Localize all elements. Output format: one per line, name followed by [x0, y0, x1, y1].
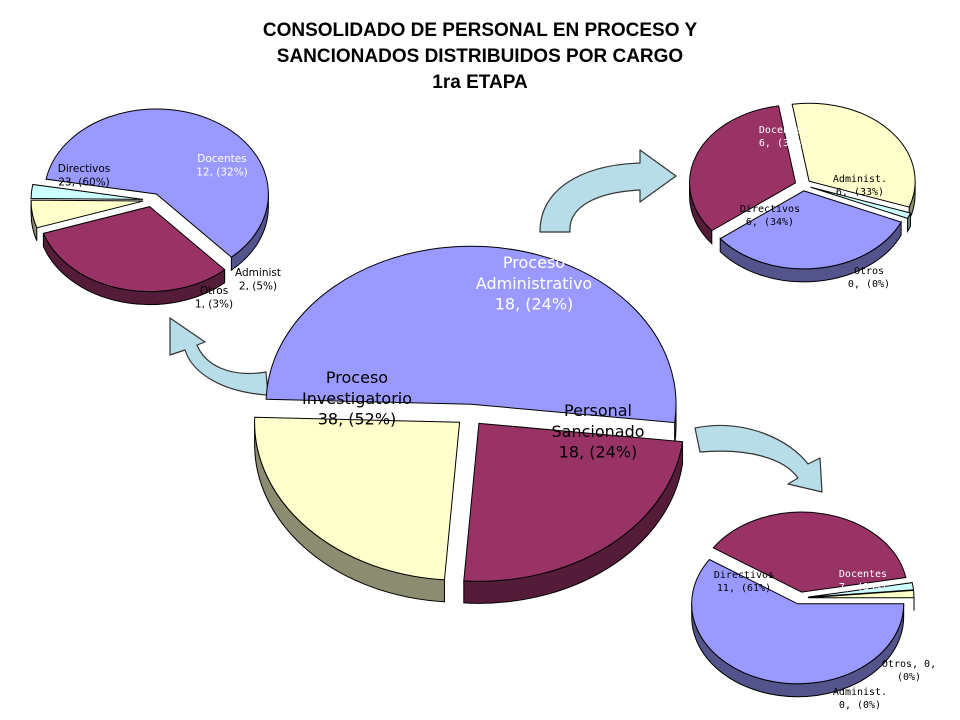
chart-title: CONSOLIDADO DE PERSONAL EN PROCESO Y SAN… [0, 18, 960, 96]
label-line: 0, (0%) [839, 700, 881, 711]
pie-main: Proceso Investigatorio 38, (52%) Proceso Adm… [254, 245, 684, 604]
data-label-administ: Administ 2, (5%) [235, 267, 281, 293]
slice-top [265, 245, 677, 424]
data-label-proceso-administrativo: Proceso Administrativo 18, (24%) [476, 253, 592, 314]
data-label-proceso-investigatorio: Proceso Investigatorio 38, (52%) [302, 368, 412, 429]
label-line: Administ. [833, 174, 887, 185]
slice-top [807, 589, 915, 599]
label-line: 1, (3%) [195, 299, 233, 311]
data-label-otros: Otros 0, (0%) [848, 266, 890, 290]
slice-personal-sancionado [254, 416, 461, 603]
label-line: 0, (0%) [848, 279, 890, 290]
slice-top [791, 102, 916, 208]
slice-top [810, 186, 912, 220]
label-line: Personal [564, 401, 632, 420]
label-line: Docentes [197, 153, 246, 165]
label-line: 6, (33%) [759, 138, 807, 149]
label-line: 6, (33%) [836, 187, 884, 198]
label-line: Administ. [833, 687, 887, 698]
slice-docentes [689, 105, 797, 245]
data-label-directivos: Directivos 11, (61%) [714, 570, 774, 594]
slice-top [689, 105, 797, 232]
slice-directivos [691, 558, 905, 698]
data-label-docentes: Docentes 12, (32%) [196, 153, 248, 179]
slice-docentes [712, 511, 907, 593]
slice-administ- [807, 589, 915, 611]
title-line-2: SANCIONADOS DISTRIBUIDOS POR CARGO [276, 46, 684, 67]
label-line: Administ [235, 267, 281, 279]
label-line: Directivos [740, 204, 800, 215]
title-line-3: 1ra ETAPA [432, 72, 528, 93]
slice-administ- [791, 102, 916, 221]
label-line: 38, (52%) [318, 410, 397, 429]
slice-top [719, 190, 902, 270]
label-line: 2, (5%) [239, 281, 277, 293]
data-label-otros: Otros, 0, (0%) [882, 659, 936, 683]
title-line-1: CONSOLIDADO DE PERSONAL EN PROCESO Y [262, 20, 698, 41]
slice-directivos [45, 108, 269, 272]
slice-top [30, 183, 144, 200]
slice-otros [807, 582, 915, 598]
slice-top [807, 582, 915, 598]
arrow-to-sancionado-icon [694, 424, 823, 493]
slice-administ [30, 199, 144, 242]
label-line: Investigatorio [302, 389, 412, 408]
slice-top [254, 416, 461, 581]
slice-directivos [719, 190, 902, 283]
label-line: 23, (60%) [58, 177, 110, 189]
label-line: Proceso [326, 368, 388, 387]
slice-top [42, 206, 226, 293]
label-line: Directivos [714, 570, 774, 581]
slice-otros [810, 186, 912, 234]
label-line: 18, (24%) [495, 295, 574, 314]
label-line: Sancionado [551, 422, 644, 441]
pie-sancionado: Directivos 11, (61%) Docentes 7, (39%) Otros… [691, 511, 936, 711]
slice-docentes [42, 206, 226, 306]
data-label-directivos: Directivos 23, (60%) [58, 163, 110, 189]
label-line: 7, (39%) [839, 582, 887, 593]
label-line: Administrativo [476, 274, 592, 293]
slice-top [30, 199, 144, 229]
data-label-administ-: Administ. 0, (0%) [833, 687, 887, 711]
label-line: 6, (34%) [746, 217, 794, 228]
slice-top [712, 511, 907, 593]
label-line: 12, (32%) [196, 167, 248, 179]
label-line: Proceso [503, 253, 565, 272]
slice-proceso-administrativo [463, 422, 684, 604]
slice-proceso-investigatorio [265, 245, 677, 445]
data-label-docentes: Docentes 6, (33%) [759, 125, 807, 149]
pie-investigatorio: Directivos 23, (60%) Docentes 12, (32%) Admi… [30, 108, 281, 311]
label-line: 11, (61%) [717, 583, 771, 594]
slice-top [463, 422, 684, 582]
pie-administrativo: Docentes 6, (33%) Administ. 6, (33%) Otros 0,… [689, 102, 916, 290]
arrow-to-investigatorio-icon [169, 317, 269, 396]
label-line: Otros [200, 285, 228, 297]
arrow-to-administrativo-icon [539, 149, 677, 233]
data-label-administ-: Administ. 6, (33%) [833, 174, 887, 198]
slice-top [691, 558, 905, 685]
label-line: Otros [854, 266, 884, 277]
slice-otros [30, 183, 144, 200]
label-line: (0%) [897, 672, 921, 683]
label-line: Docentes [839, 569, 887, 580]
label-line: Docentes [759, 125, 807, 136]
data-label-personal-sancionado: Personal Sancionado 18, (24%) [551, 401, 644, 462]
slice-top [45, 108, 269, 258]
data-label-docentes: Docentes 7, (39%) [839, 569, 887, 593]
label-line: Otros, 0, [882, 659, 936, 670]
data-label-otros: Otros 1, (3%) [195, 285, 233, 311]
label-line: 18, (24%) [559, 443, 638, 462]
data-label-directivos: Directivos 6, (34%) [740, 204, 800, 228]
label-line: Directivos [58, 163, 110, 175]
